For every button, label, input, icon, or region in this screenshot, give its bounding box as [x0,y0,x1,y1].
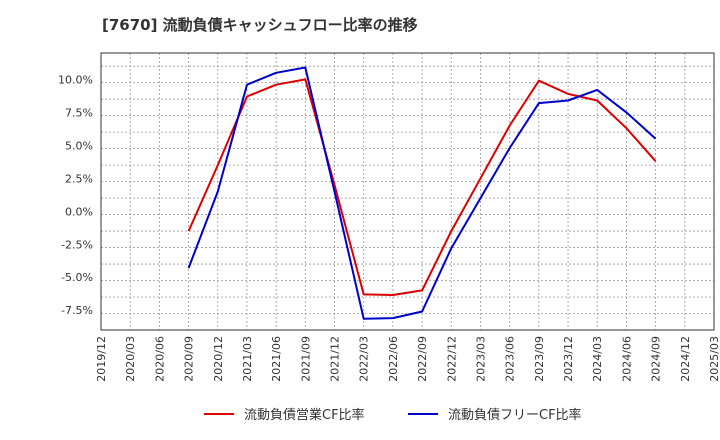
x-tick-label: 2021/06 [270,336,283,382]
x-tick-label: 2024/12 [679,336,692,382]
x-tick-label: 2020/06 [153,336,166,382]
y-tick-label: 0.0% [65,205,93,218]
legend-label-1: 流動負債営業CF比率 [244,407,365,423]
x-tick-label: 2025/03 [708,336,720,382]
x-tick-label: 2020/03 [124,336,137,382]
y-tick-label: -7.5% [61,304,93,317]
x-tick-label: 2022/12 [445,336,458,382]
y-tick-label: 5.0% [65,139,93,152]
x-tick-label: 2022/03 [358,336,371,382]
legend-label-2: 流動負債フリーCF比率 [448,407,582,423]
x-tick-label: 2022/09 [416,336,429,382]
x-tick-label: 2023/12 [562,336,575,382]
x-tick-label: 2023/03 [474,336,487,382]
plot-frame [100,52,715,331]
x-tick-label: 2020/12 [212,336,225,382]
x-tick-label: 2021/09 [299,336,312,382]
y-tick-label: 7.5% [65,106,93,119]
series-line-2 [187,66,657,320]
y-tick-label: 2.5% [65,172,93,185]
y-tick-label: 10.0% [58,73,93,86]
x-tick-label: 2019/12 [95,336,108,382]
x-tick-label: 2024/06 [620,336,633,382]
x-tick-label: 2022/06 [387,336,400,382]
x-tick-label: 2021/03 [241,336,254,382]
y-tick-label: -2.5% [61,238,93,251]
x-tick-label: 2023/06 [504,336,517,382]
x-tick-label: 2024/09 [650,336,663,382]
y-tick-label: -5.0% [61,271,93,284]
x-tick-label: 2024/03 [591,336,604,382]
x-tick-label: 2023/09 [533,336,546,382]
plot-area [101,53,714,330]
x-tick-label: 2020/09 [183,336,196,382]
chart-title: [7670] 流動負債キャッシュフロー比率の推移 [102,16,418,34]
x-tick-label: 2021/12 [329,336,342,382]
